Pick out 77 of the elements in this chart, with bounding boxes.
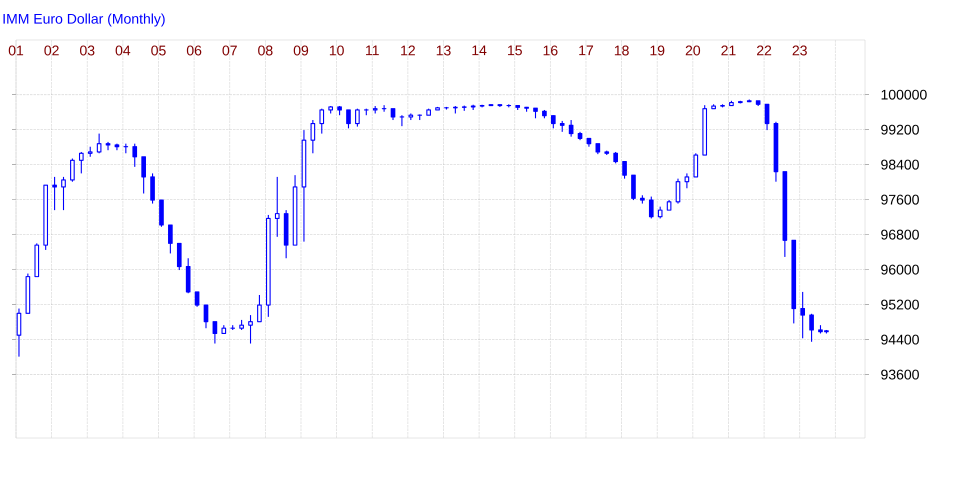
candlestick [568, 119, 574, 138]
candlestick [337, 105, 342, 116]
x-tick-label: 10 [330, 46, 344, 56]
candlestick [684, 172, 690, 189]
candlestick [212, 321, 218, 344]
candlestick [150, 172, 155, 204]
candlestick [666, 200, 672, 211]
y-tick-label: 98400 [881, 160, 919, 170]
x-tick-label: 01 [8, 46, 24, 56]
x-tick-label: 20 [686, 46, 700, 56]
candlestick [310, 119, 316, 154]
x-tick-label: 07 [222, 46, 237, 56]
chart-title: IMM Euro Dollar (Monthly) [3, 13, 165, 27]
candlestick [274, 176, 280, 238]
candlestick [70, 158, 75, 182]
candlestick [16, 308, 22, 358]
y-tick-label: 96800 [881, 230, 919, 240]
candlestick [631, 174, 636, 201]
x-tick-label: 02 [44, 46, 59, 56]
candlestick [658, 206, 663, 219]
candlestick [462, 105, 467, 112]
candlestick [800, 291, 806, 339]
y-tick-label: 96000 [881, 264, 919, 275]
x-tick-label: 11 [366, 46, 379, 56]
candlestick [132, 143, 138, 168]
candlestick [61, 176, 66, 211]
candlestick [622, 161, 627, 180]
candlestick [141, 156, 146, 194]
candlestick [176, 242, 182, 271]
candlestick [78, 151, 84, 174]
y-tick-label: 100000 [882, 90, 927, 100]
candlestick [372, 105, 378, 114]
candlestick [693, 152, 698, 178]
candlestick [764, 104, 770, 131]
candlestick [96, 133, 102, 154]
candlestick [319, 108, 324, 134]
candlestick [596, 143, 600, 155]
candlestick [346, 109, 351, 129]
x-tick-label: 14 [472, 46, 486, 56]
candlestick [550, 114, 556, 129]
x-tick-label: 09 [294, 46, 308, 56]
y-tick-label: 99200 [881, 124, 919, 135]
y-tick-label: 95200 [881, 300, 919, 310]
candlestick [533, 108, 538, 119]
x-tick-label: 05 [151, 46, 166, 56]
x-tick-label: 23 [792, 46, 807, 56]
x-tick-label: 06 [186, 46, 202, 56]
x-tick-label: 08 [258, 46, 273, 56]
candlestick [676, 178, 680, 204]
x-tick-label: 21 [721, 46, 736, 56]
y-tick-label: 97600 [881, 194, 919, 205]
candlestick [52, 176, 57, 211]
candlestick [809, 313, 814, 342]
candlestick [168, 224, 173, 254]
x-tick-label: 18 [614, 46, 629, 56]
candlestick [88, 146, 93, 158]
candlestick [613, 151, 618, 164]
candlestick [248, 314, 253, 344]
x-tick-label: 13 [436, 46, 451, 56]
x-tick-label: 22 [757, 46, 772, 56]
y-tick-label: 94400 [881, 334, 919, 345]
x-tick-label: 04 [116, 46, 130, 56]
x-tick-label: 17 [579, 46, 594, 56]
candlestick [648, 196, 654, 219]
x-tick-label: 15 [508, 46, 522, 56]
x-tick-label: 03 [80, 46, 94, 56]
x-tick-label: 12 [401, 46, 415, 56]
candlestick [390, 108, 396, 121]
candlestick [355, 108, 360, 128]
x-tick-label: 19 [650, 46, 664, 56]
x-tick-label: 16 [544, 46, 558, 56]
candlestick [239, 319, 244, 331]
y-tick-label: 93600 [881, 370, 919, 380]
candlestick [560, 120, 565, 132]
candlestick [204, 304, 208, 329]
candlestick [194, 291, 200, 308]
candlestick [257, 294, 262, 322]
